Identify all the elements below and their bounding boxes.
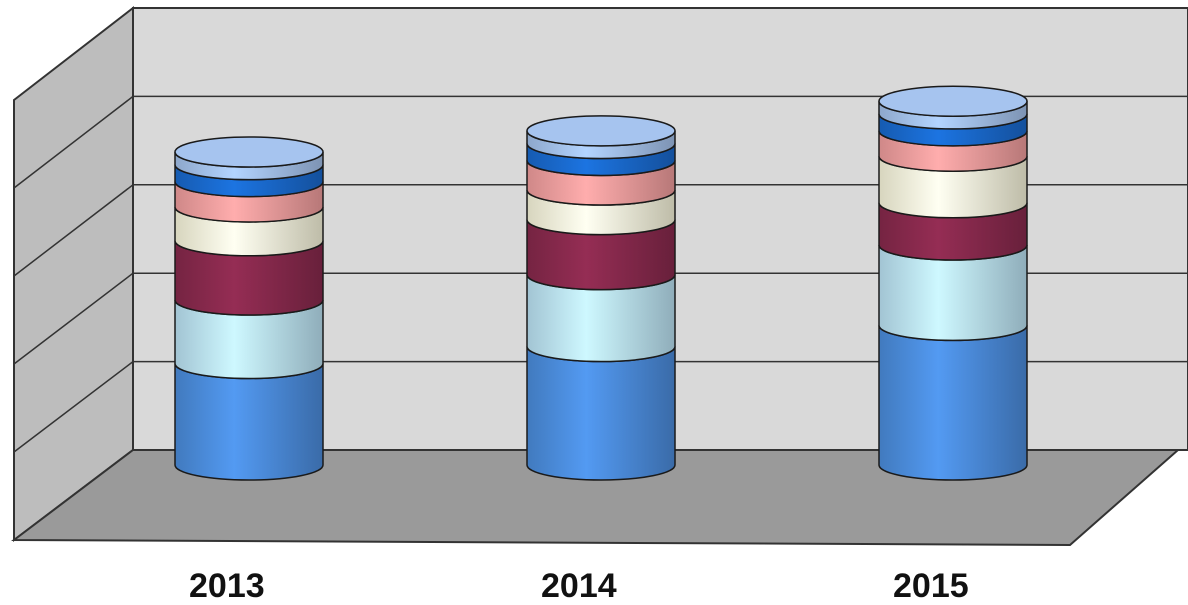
gridline-side <box>13 95 134 189</box>
cylinder-2014 <box>526 115 676 481</box>
cylinder-2013 <box>174 136 324 481</box>
cylinder-top-cap <box>526 115 676 147</box>
x-tick-label: 2015 <box>893 567 969 605</box>
chart-side-wall <box>13 5 134 543</box>
cylinder-top-cap <box>878 85 1028 117</box>
gridline-side <box>13 184 134 277</box>
x-tick-label: 2014 <box>541 567 617 605</box>
gridline-side <box>13 361 134 453</box>
bar-segment <box>526 346 676 481</box>
category-labels: 2013 2014 2015 <box>189 567 969 605</box>
cylinders <box>174 85 1028 481</box>
cylinder-top-cap <box>174 136 324 168</box>
x-tick-label: 2013 <box>189 567 265 605</box>
gridline-side <box>13 272 134 365</box>
bar-segment <box>878 325 1028 481</box>
cylinder-2015 <box>878 85 1028 481</box>
bar-segment <box>174 363 324 481</box>
